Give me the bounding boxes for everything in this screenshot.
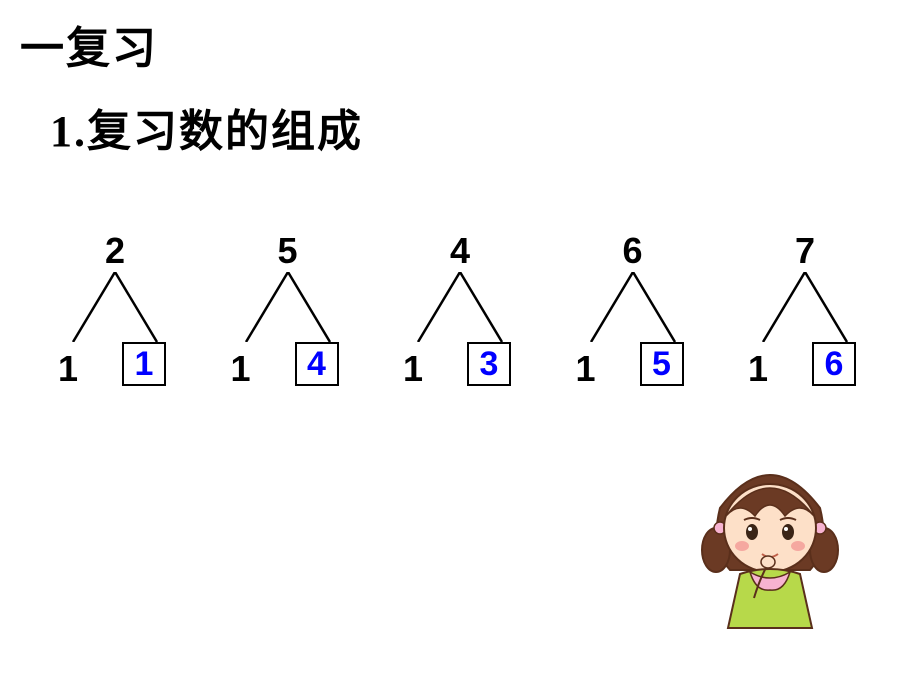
tree-2: 4 1 3 xyxy=(385,230,535,410)
answer-box: 5 xyxy=(640,342,684,386)
tree-left-number: 1 xyxy=(566,348,606,390)
tree-top-number: 6 xyxy=(558,230,708,272)
answer-box: 1 xyxy=(122,342,166,386)
answer-value: 1 xyxy=(135,345,154,384)
tree-top-number: 4 xyxy=(385,230,535,272)
answer-value: 3 xyxy=(480,345,499,384)
answer-box: 3 xyxy=(467,342,511,386)
tree-left-number: 1 xyxy=(48,348,88,390)
tree-top-number: 7 xyxy=(730,230,880,272)
branch-lines xyxy=(755,272,855,342)
tree-0: 2 1 1 xyxy=(40,230,190,410)
heading-sub: 1.复习数的组成 xyxy=(50,95,363,159)
tree-1: 5 1 4 xyxy=(213,230,363,410)
tree-3: 6 1 5 xyxy=(558,230,708,410)
branch-lines xyxy=(410,272,510,342)
tree-4: 7 1 6 xyxy=(730,230,880,410)
branch-lines xyxy=(238,272,338,342)
answer-value: 6 xyxy=(825,345,844,384)
answer-box: 6 xyxy=(812,342,856,386)
girl-illustration xyxy=(690,450,850,630)
tree-diagram-row: 2 1 1 5 1 4 4 1 3 6 1 5 7 1 6 xyxy=(40,230,880,410)
answer-box: 4 xyxy=(295,342,339,386)
tree-top-number: 5 xyxy=(213,230,363,272)
answer-value: 4 xyxy=(307,345,326,384)
tree-left-number: 1 xyxy=(393,348,433,390)
branch-lines xyxy=(65,272,165,342)
heading-main: 一复习 xyxy=(20,12,158,76)
tree-left-number: 1 xyxy=(221,348,261,390)
branch-lines xyxy=(583,272,683,342)
tree-top-number: 2 xyxy=(40,230,190,272)
answer-value: 5 xyxy=(652,345,671,384)
tree-left-number: 1 xyxy=(738,348,778,390)
